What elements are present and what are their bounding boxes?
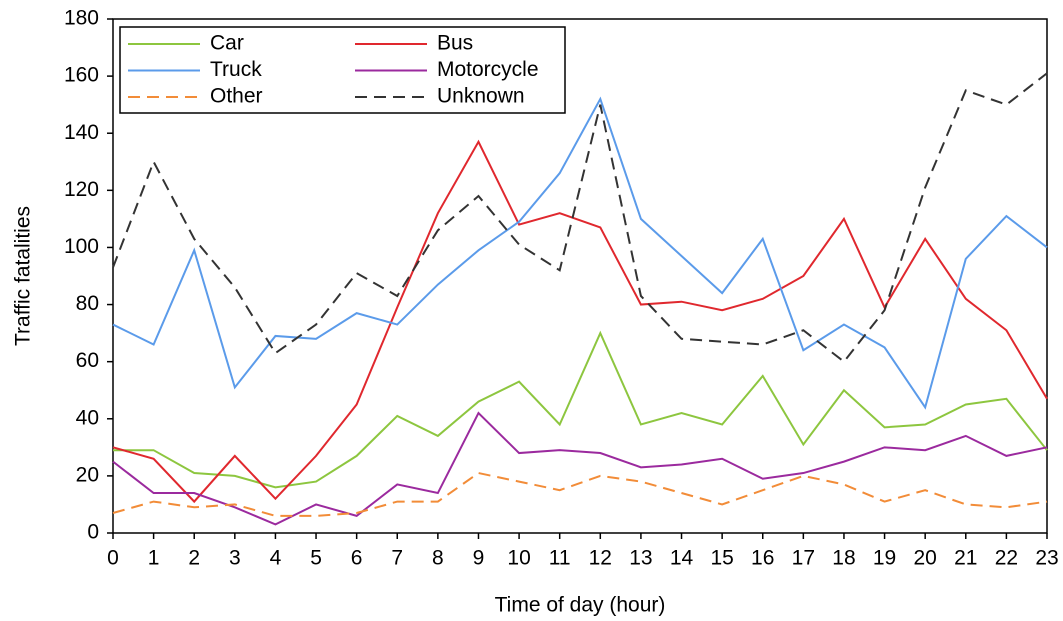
x-tick-label: 17 [792,547,815,570]
y-tick-label: 160 [64,64,99,87]
x-tick-label: 7 [391,547,403,570]
x-axis-label: Time of day (hour) [495,594,666,617]
series-line [113,330,1048,489]
x-tick-label: 11 [549,547,571,570]
legend-label: Bus [437,32,473,55]
plot-frame [112,18,1048,534]
x-tick-label: 20 [913,547,936,570]
y-tick-label: 180 [64,7,99,30]
x-tick-label: 14 [670,547,694,570]
x-tick-label: 5 [310,547,322,570]
x-tick-label: 1 [148,547,160,570]
x-tick-label: 13 [629,547,652,570]
legend-box [119,26,566,114]
x-tick-label: 18 [832,547,855,570]
legend-label: Car [210,32,244,55]
y-tick-label: 120 [64,178,99,201]
series-line [112,72,1048,364]
x-tick-label: 19 [873,547,896,570]
y-tick-label: 140 [64,121,99,144]
series-line [112,139,1048,504]
x-tick-label: 23 [1035,547,1058,570]
series-line [112,96,1048,410]
y-axis-label: Traffic fatalities [12,206,35,346]
y-tick-label: 80 [76,292,99,315]
x-tick-label: 15 [710,547,733,570]
x-tick-label: 16 [751,547,774,570]
x-tick-label: 12 [589,547,612,570]
x-tick-label: 4 [270,547,282,570]
x-tick-label: 8 [432,547,444,570]
x-tick-label: 0 [107,547,119,570]
y-tick-label: 0 [87,521,99,544]
legend-label: Truck [210,58,262,81]
series-line [112,471,1048,517]
legend-label: Motorcycle [437,58,539,81]
x-tick-label: 10 [507,547,530,570]
x-tick-label: 3 [229,547,241,570]
y-tick-label: 40 [76,406,99,429]
y-tick-label: 20 [76,463,99,486]
x-tick-label: 2 [188,547,200,570]
legend-label: Unknown [437,85,525,108]
legend-label: Other [210,85,263,108]
y-tick-label: 60 [76,349,99,372]
x-tick-label: 21 [954,547,977,570]
x-tick-label: 22 [995,547,1018,570]
y-tick-label: 100 [64,235,99,258]
x-tick-label: 9 [473,547,485,570]
x-tick-label: 6 [351,547,363,570]
series-line [112,411,1048,526]
